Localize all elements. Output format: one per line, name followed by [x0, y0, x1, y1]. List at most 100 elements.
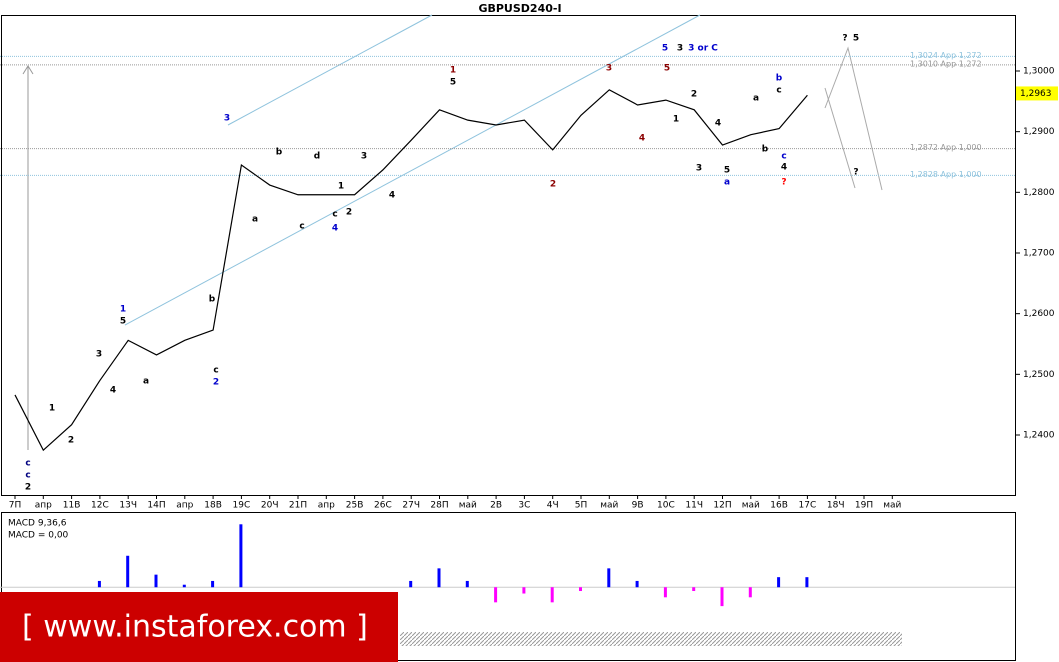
x-tick-label: май: [600, 501, 618, 511]
wave-label: 2: [691, 90, 697, 100]
wave-label: 4: [332, 224, 338, 234]
x-tick-label: 11В: [63, 501, 81, 511]
macd-bar: [805, 577, 809, 588]
y-tick-label: 1,2500: [1023, 370, 1055, 380]
x-tick-label: 16В: [770, 501, 788, 511]
macd-bar: [663, 587, 667, 598]
wave-label: 3: [361, 152, 367, 162]
macd-bar: [522, 587, 526, 594]
macd-bar: [409, 580, 413, 588]
hatch-band: [400, 632, 902, 646]
x-tick-label: 9В: [632, 501, 644, 511]
x-tick-label: 12П: [713, 501, 731, 511]
wave-label: 3 or C: [688, 44, 718, 54]
y-tick-label: 1,2900: [1023, 127, 1055, 137]
wave-label: 1: [450, 66, 456, 76]
x-tick-label: апр: [318, 501, 335, 511]
macd-bar: [635, 580, 639, 588]
wave-label: b: [209, 295, 216, 305]
x-tick-label: 11Ч: [685, 501, 703, 511]
x-tick-label: 21П: [289, 501, 307, 511]
wave-label: a: [143, 377, 149, 387]
level-label: 1,2872 App 1,000: [910, 143, 982, 152]
wave-label: 2: [213, 378, 219, 388]
x-tick-label: 5П: [575, 501, 588, 511]
x-tick-label: 2В: [490, 501, 502, 511]
wave-label: 1: [338, 182, 344, 192]
macd-pane: [1, 512, 1016, 661]
x-tick-label: апр: [35, 501, 52, 511]
y-tick-label: 1,2800: [1023, 188, 1055, 198]
wave-label: 4: [781, 163, 787, 173]
y-tick-label: 1,3000: [1023, 66, 1055, 76]
wave-label: 5: [724, 166, 730, 176]
forecast-line: [824, 87, 856, 189]
wave-label: 5: [120, 317, 126, 327]
x-tick-label: 27Ч: [402, 501, 420, 511]
wave-label: b: [276, 148, 283, 158]
wave-label: 3: [224, 114, 230, 124]
macd-bar: [607, 568, 611, 588]
wave-label: 4: [639, 134, 645, 144]
macd-bar: [720, 587, 724, 607]
x-tick-label: 25В: [346, 501, 364, 511]
wave-label: c: [25, 471, 30, 481]
wave-label: a: [753, 94, 759, 104]
wave-label: 1: [673, 115, 679, 125]
wave-label: ?: [853, 168, 858, 178]
wave-label: a: [724, 178, 730, 188]
y-tick-label: 1,2600: [1023, 309, 1055, 319]
macd-bar: [465, 580, 469, 588]
x-tick-label: май: [459, 501, 477, 511]
macd-bar: [154, 574, 158, 588]
x-tick-label: 26С: [374, 501, 392, 511]
wave-label: ?: [842, 34, 847, 44]
wave-label: 5: [853, 34, 859, 44]
wave-label: d: [314, 152, 320, 162]
wave-label: 3: [677, 44, 683, 54]
macd-bar: [97, 580, 101, 588]
wave-label: c: [776, 86, 781, 96]
y-tick-label: 1,2400: [1023, 431, 1055, 441]
x-tick-label: 18В: [204, 501, 222, 511]
x-tick-label: май: [742, 501, 760, 511]
x-tick-label: 20Ч: [261, 501, 279, 511]
wave-label: b: [776, 74, 783, 84]
watermark-box: [0, 592, 398, 662]
wave-label: 4: [715, 119, 721, 129]
y-tick-label: 1,2700: [1023, 248, 1055, 258]
macd-bar: [777, 577, 781, 588]
x-tick-label: 28П: [430, 501, 448, 511]
macd-bar: [550, 587, 554, 603]
price-pane: [1, 15, 1016, 496]
x-tick-label: 19П: [855, 501, 873, 511]
x-tick-label: апр: [176, 501, 193, 511]
macd-bar: [126, 555, 130, 588]
wave-label: 3: [606, 64, 612, 74]
wave-label: 5: [450, 78, 456, 88]
x-tick-label: май: [883, 501, 901, 511]
wave-label: ?: [781, 178, 786, 188]
wave-label: a: [252, 215, 258, 225]
macd-bar: [239, 524, 243, 588]
macd-bar: [437, 568, 441, 588]
macd-bar: [748, 587, 752, 598]
macd-bar: [182, 584, 186, 588]
level-label: 1,2828 App 1,000: [910, 170, 982, 179]
x-tick-label: 7П: [9, 501, 22, 511]
channel-line: [227, 14, 433, 126]
wave-label: 3: [696, 164, 702, 174]
wave-label: 2: [550, 180, 556, 190]
macd-bar: [494, 587, 498, 603]
macd-value: MACD = 0,00: [8, 531, 69, 541]
wave-label: c: [25, 459, 30, 469]
level-label: 1,3024 App 1,272: [910, 51, 982, 60]
wave-label: c: [213, 366, 218, 376]
wave-label: 2: [346, 208, 352, 218]
arrow-head: [22, 65, 34, 75]
wave-label: 1: [49, 404, 55, 414]
current-price-box: [1016, 86, 1058, 101]
wave-label: 4: [389, 191, 395, 201]
x-tick-label: 14П: [147, 501, 165, 511]
